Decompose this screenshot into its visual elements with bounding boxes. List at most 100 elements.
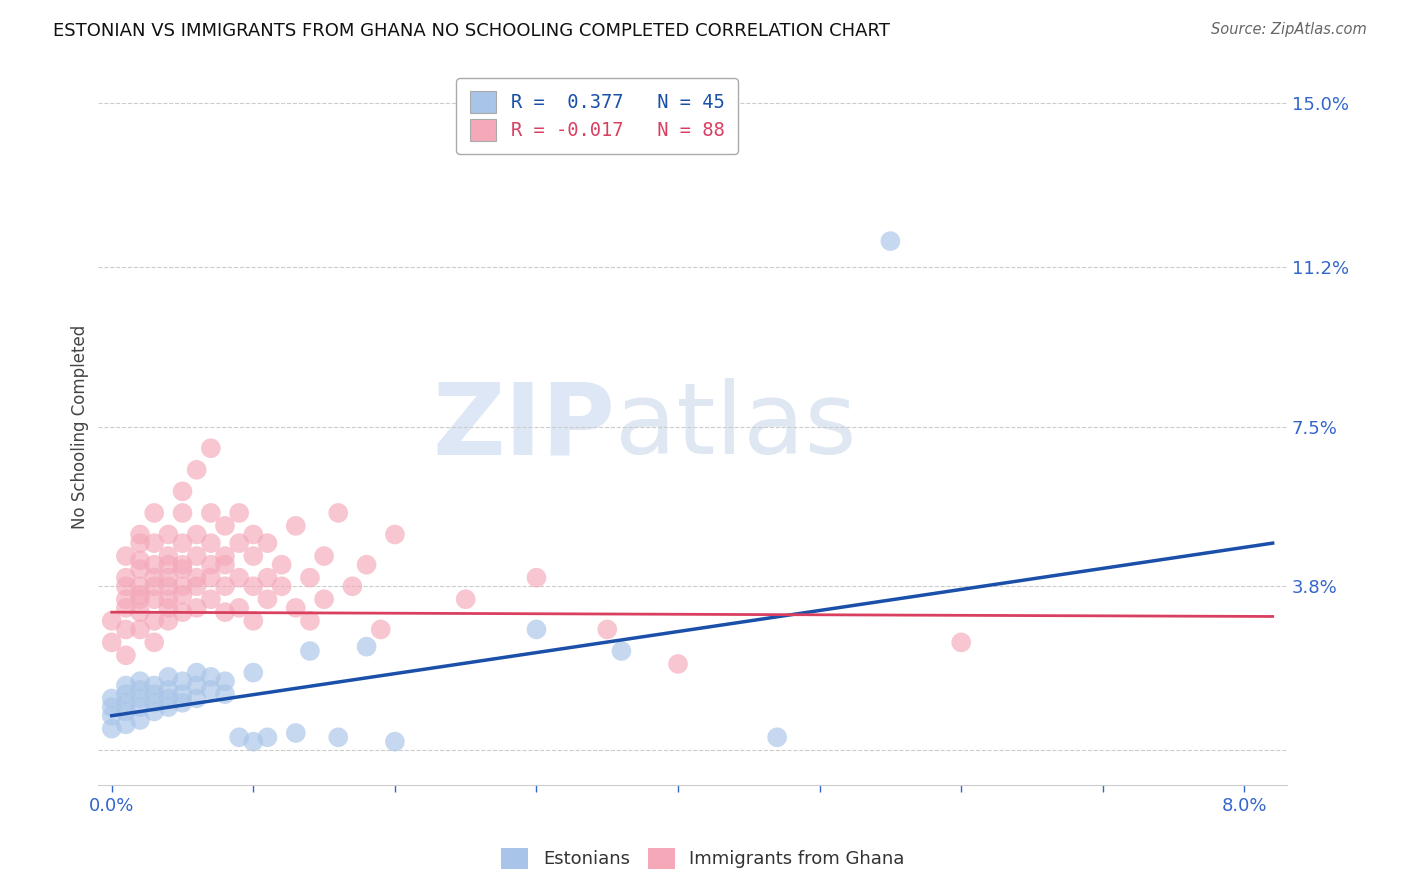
- Point: [242, 527, 264, 541]
- Point: [370, 623, 392, 637]
- Point: [172, 696, 194, 710]
- Point: [242, 734, 264, 748]
- Point: [950, 635, 973, 649]
- Point: [129, 579, 152, 593]
- Point: [129, 588, 152, 602]
- Point: [129, 700, 152, 714]
- Point: [172, 605, 194, 619]
- Point: [214, 674, 236, 689]
- Point: [157, 579, 180, 593]
- Point: [157, 700, 180, 714]
- Point: [284, 519, 307, 533]
- Point: [172, 484, 194, 499]
- Point: [157, 691, 180, 706]
- Point: [200, 558, 222, 572]
- Point: [242, 549, 264, 563]
- Point: [129, 605, 152, 619]
- Point: [115, 579, 138, 593]
- Point: [157, 592, 180, 607]
- Point: [270, 558, 292, 572]
- Point: [328, 731, 350, 745]
- Point: [115, 696, 138, 710]
- Point: [157, 558, 180, 572]
- Point: [356, 640, 378, 654]
- Point: [157, 527, 180, 541]
- Point: [172, 588, 194, 602]
- Point: [172, 562, 194, 576]
- Point: [186, 691, 208, 706]
- Text: ESTONIAN VS IMMIGRANTS FROM GHANA NO SCHOOLING COMPLETED CORRELATION CHART: ESTONIAN VS IMMIGRANTS FROM GHANA NO SCH…: [53, 22, 890, 40]
- Point: [129, 682, 152, 697]
- Point: [214, 579, 236, 593]
- Point: [115, 549, 138, 563]
- Point: [186, 571, 208, 585]
- Point: [129, 536, 152, 550]
- Point: [129, 527, 152, 541]
- Point: [143, 679, 166, 693]
- Point: [596, 623, 619, 637]
- Point: [115, 705, 138, 719]
- Point: [214, 549, 236, 563]
- Point: [129, 553, 152, 567]
- Legend: Estonians, Immigrants from Ghana: Estonians, Immigrants from Ghana: [494, 840, 912, 876]
- Point: [242, 614, 264, 628]
- Point: [314, 592, 336, 607]
- Point: [100, 700, 122, 714]
- Point: [298, 644, 321, 658]
- Point: [129, 691, 152, 706]
- Point: [143, 614, 166, 628]
- Point: [143, 696, 166, 710]
- Point: [100, 635, 122, 649]
- Point: [384, 527, 406, 541]
- Point: [115, 679, 138, 693]
- Point: [200, 571, 222, 585]
- Point: [115, 687, 138, 701]
- Point: [186, 527, 208, 541]
- Point: [666, 657, 689, 671]
- Point: [200, 670, 222, 684]
- Point: [186, 665, 208, 680]
- Point: [129, 562, 152, 576]
- Point: [384, 734, 406, 748]
- Point: [143, 506, 166, 520]
- Point: [242, 665, 264, 680]
- Point: [143, 635, 166, 649]
- Point: [157, 670, 180, 684]
- Point: [115, 717, 138, 731]
- Point: [115, 648, 138, 663]
- Point: [172, 506, 194, 520]
- Point: [228, 600, 250, 615]
- Point: [143, 687, 166, 701]
- Point: [157, 571, 180, 585]
- Point: [342, 579, 364, 593]
- Point: [228, 571, 250, 585]
- Point: [328, 506, 350, 520]
- Point: [228, 506, 250, 520]
- Point: [228, 731, 250, 745]
- Point: [129, 674, 152, 689]
- Text: atlas: atlas: [614, 378, 856, 475]
- Point: [298, 614, 321, 628]
- Point: [284, 600, 307, 615]
- Point: [526, 571, 548, 585]
- Text: Source: ZipAtlas.com: Source: ZipAtlas.com: [1211, 22, 1367, 37]
- Point: [143, 592, 166, 607]
- Point: [172, 579, 194, 593]
- Point: [172, 687, 194, 701]
- Point: [454, 592, 477, 607]
- Point: [100, 722, 122, 736]
- Point: [143, 579, 166, 593]
- Point: [186, 549, 208, 563]
- Point: [115, 600, 138, 615]
- Point: [610, 644, 633, 658]
- Point: [186, 600, 208, 615]
- Point: [214, 558, 236, 572]
- Point: [766, 731, 789, 745]
- Point: [143, 571, 166, 585]
- Point: [214, 519, 236, 533]
- Point: [172, 558, 194, 572]
- Point: [200, 682, 222, 697]
- Point: [115, 623, 138, 637]
- Point: [100, 614, 122, 628]
- Point: [157, 614, 180, 628]
